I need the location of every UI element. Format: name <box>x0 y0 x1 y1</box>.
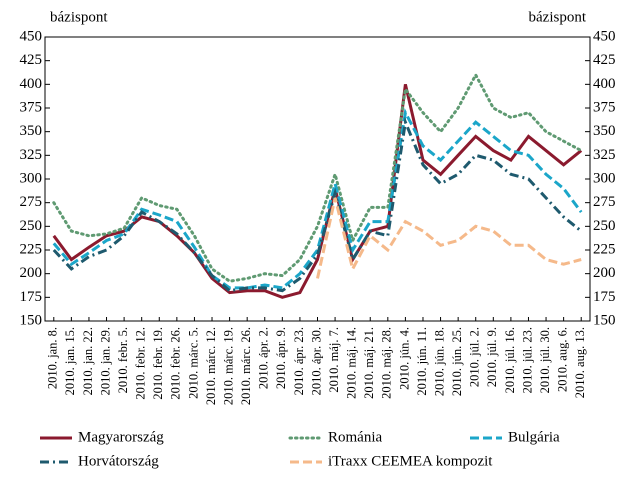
series-line <box>52 116 583 293</box>
x-tick-label: 2010. febr. 12. <box>134 327 148 400</box>
x-tick-label: 2010. jún. 25. <box>450 327 464 396</box>
x-tick-label: 2010. ápr. 9. <box>274 327 288 389</box>
y2-tick-label: 225 <box>593 241 616 257</box>
y-tick-label: 275 <box>20 194 43 210</box>
y-tick-label: 225 <box>20 241 43 257</box>
x-tick-label: 2010. ápr. 2. <box>257 327 271 389</box>
y-tick-label: 425 <box>20 52 43 68</box>
series-line <box>52 83 583 299</box>
x-tick-label: 2010. jún. 18. <box>432 327 446 396</box>
series-line <box>52 71 583 283</box>
x-tick-label: 2010. máj. 7. <box>327 327 341 393</box>
legend-label: Horvátország <box>78 453 159 469</box>
x-tick-label: 2010. júl. 23. <box>520 327 534 393</box>
y2-axis-label: bázispont <box>529 9 587 25</box>
x-tick-label: 2010. máj. 28. <box>380 327 394 399</box>
x-tick-label: 2010. máj. 21. <box>362 327 376 399</box>
legend-label: Magyarország <box>78 429 164 445</box>
series-line <box>316 197 582 279</box>
x-tick-label: 2010. júl. 16. <box>503 327 517 393</box>
x-tick-label: 2010. jún. 4. <box>397 327 411 390</box>
y2-tick-label: 325 <box>593 147 616 163</box>
y2-tick-label: 350 <box>593 123 616 139</box>
x-tick-label: 2010. jún. 11. <box>415 327 429 396</box>
x-tick-label: 2010. júl. 30. <box>538 327 552 393</box>
series-line <box>52 108 583 290</box>
y-tick-label: 400 <box>20 76 43 92</box>
legend-label: Románia <box>328 429 382 445</box>
x-tick-label: 2010. febr. 26. <box>169 327 183 400</box>
y2-tick-label: 200 <box>593 265 616 281</box>
y2-tick-label: 150 <box>593 312 616 328</box>
x-tick-label: 2010. márc. 26. <box>239 327 253 405</box>
x-tick-label: 2010. márc. 12. <box>204 327 218 405</box>
y-tick-label: 350 <box>20 123 43 139</box>
x-tick-label: 2010. jan. 15. <box>63 327 77 395</box>
x-tick-label: 2010. márc. 5. <box>186 327 200 399</box>
x-tick-label: 2010. ápr. 23. <box>292 327 306 395</box>
y2-tick-label: 400 <box>593 76 616 92</box>
y-tick-label: 300 <box>20 170 43 186</box>
y2-tick-label: 175 <box>593 289 616 305</box>
x-tick-label: 2010. ápr. 30. <box>309 327 323 395</box>
y-tick-label: 375 <box>20 99 43 115</box>
x-tick-label: 2010. jan. 22. <box>81 327 95 395</box>
y-tick-label: 200 <box>20 265 43 281</box>
y-tick-label: 450 <box>20 28 43 44</box>
y-tick-label: 175 <box>20 289 43 305</box>
x-tick-label: 2010. aug. 13. <box>573 327 587 398</box>
y2-tick-label: 300 <box>593 170 616 186</box>
x-tick-label: 2010. aug. 6. <box>556 327 570 392</box>
y2-tick-label: 425 <box>593 52 616 68</box>
x-tick-label: 2010. máj. 14. <box>345 327 359 399</box>
y2-tick-label: 375 <box>593 99 616 115</box>
x-tick-label: 2010. márc. 19. <box>221 327 235 405</box>
x-tick-label: 2010. febr. 5. <box>116 327 130 393</box>
legend-label: iTraxx CEEMEA kompozit <box>328 453 493 469</box>
legend-label: Bulgária <box>508 429 560 445</box>
x-tick-label: 2010. jan. 29. <box>98 327 112 395</box>
y-tick-label: 250 <box>20 218 43 234</box>
y2-tick-label: 450 <box>593 28 616 44</box>
x-tick-label: 2010. jan. 8. <box>46 327 60 389</box>
x-tick-label: 2010. júl. 9. <box>485 327 499 387</box>
y-tick-label: 150 <box>20 312 43 328</box>
x-tick-label: 2010. febr. 19. <box>151 327 165 400</box>
x-tick-label: 2010. júl. 2. <box>468 327 482 387</box>
y-tick-label: 325 <box>20 147 43 163</box>
y2-tick-label: 250 <box>593 218 616 234</box>
y2-tick-label: 275 <box>593 194 616 210</box>
y-axis-label: bázispont <box>50 9 108 25</box>
